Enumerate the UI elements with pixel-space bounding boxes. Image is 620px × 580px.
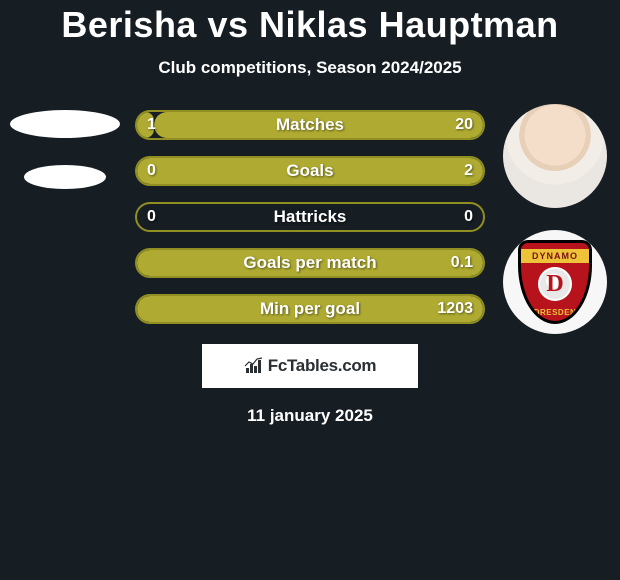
right-player-column: DYNAMO D DRESDEN (490, 104, 620, 334)
badge-bottom-text: DRESDEN (521, 308, 589, 317)
stat-row: Hattricks0 0 (135, 202, 485, 232)
badge-top-text: DYNAMO (521, 249, 589, 263)
avatar-placeholder-icon (10, 110, 120, 138)
stat-value-right: 20 (455, 110, 473, 140)
stat-value-right: 1203 (437, 294, 473, 324)
stat-label: Goals (135, 156, 485, 186)
stat-row: Goals0 2 (135, 156, 485, 186)
stat-value-left: 0 (147, 202, 156, 232)
bar-chart-icon (244, 357, 264, 375)
brand-box: FcTables.com (202, 344, 418, 388)
club-badge-icon: DYNAMO D DRESDEN (518, 240, 592, 324)
stat-value-left: 0 (147, 156, 156, 186)
club-placeholder-icon (24, 165, 106, 189)
stat-label: Hattricks (135, 202, 485, 232)
brand-name: FcTables.com (268, 356, 377, 376)
stat-label: Min per goal (135, 294, 485, 324)
main-area: DYNAMO D DRESDEN Matches120Goals02Hattri… (0, 104, 620, 324)
stat-label: Matches (135, 110, 485, 140)
stat-value-right: 2 (464, 156, 473, 186)
left-player-column (0, 104, 130, 189)
comparison-infographic: Berisha vs Niklas Hauptman Club competit… (0, 0, 620, 426)
stat-value-right: 0 (464, 202, 473, 232)
stat-bars: Matches120Goals02Hattricks00Goals per ma… (135, 104, 485, 324)
stat-value-left: 1 (147, 110, 156, 140)
badge-letter: D (538, 267, 572, 301)
date: 11 january 2025 (0, 406, 620, 426)
right-player-avatar (503, 104, 607, 208)
stat-label: Goals per match (135, 248, 485, 278)
left-player-avatar (0, 104, 130, 189)
subtitle: Club competitions, Season 2024/2025 (0, 58, 620, 78)
stat-row: Min per goal1203 (135, 294, 485, 324)
stat-row: Matches1 20 (135, 110, 485, 140)
stat-row: Goals per match0.1 (135, 248, 485, 278)
stat-value-right: 0.1 (451, 248, 473, 278)
right-player-club-badge: DYNAMO D DRESDEN (503, 230, 607, 334)
page-title: Berisha vs Niklas Hauptman (0, 4, 620, 46)
